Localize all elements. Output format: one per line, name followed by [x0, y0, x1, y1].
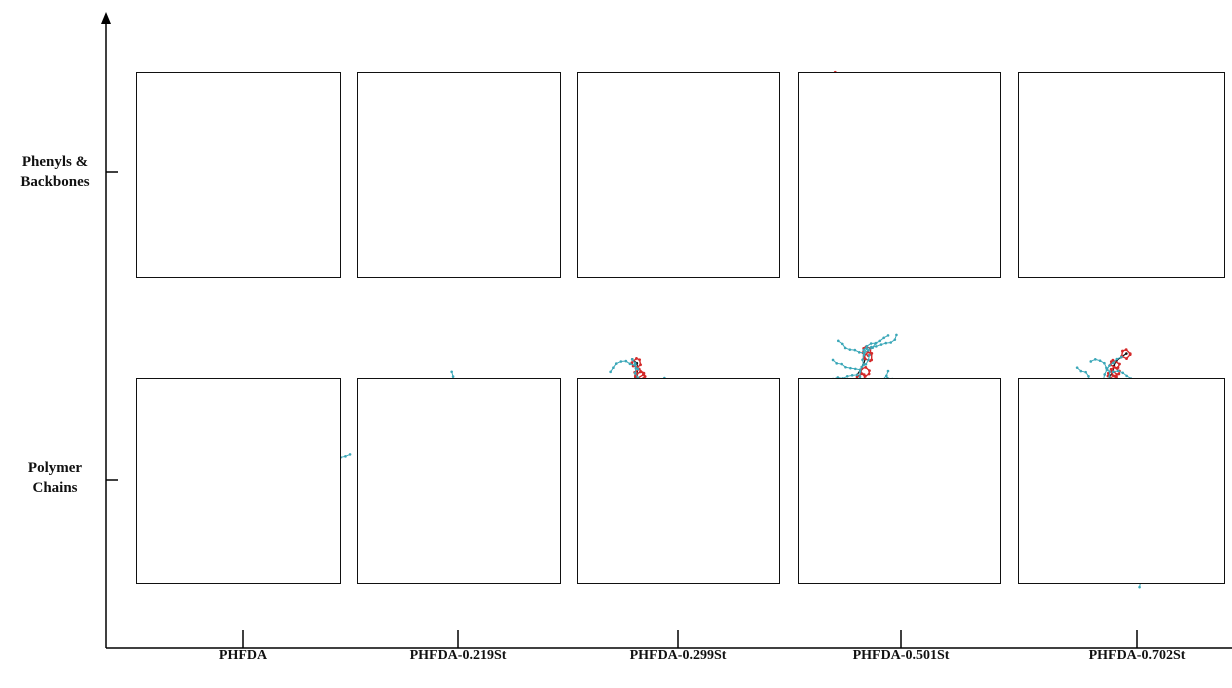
panel-chains-0219st	[357, 378, 561, 584]
col-label-phfda-0501st: PHFDA-0.501St	[852, 648, 950, 663]
panel-phenyls-0702st	[1018, 72, 1225, 278]
panel-phenyls-phfda	[136, 72, 341, 278]
panel-phenyls-0299st	[577, 72, 780, 278]
col-label-phfda-0299st: PHFDA-0.299St	[629, 648, 727, 663]
row-label-polymer-chains: Polymer Chains	[27, 460, 83, 496]
col-label-phfda-0702st: PHFDA-0.702St	[1088, 648, 1186, 663]
col-label-phfda: PHFDA	[218, 648, 268, 663]
panel-chains-0501st	[798, 378, 1001, 584]
panel-chains-0299st	[577, 378, 780, 584]
col-label-phfda-0219st: PHFDA-0.219St	[409, 648, 507, 663]
panel-chains-phfda	[136, 378, 341, 584]
row-label-phenyls-backbones: Phenyls & Backbones	[20, 154, 90, 190]
panel-phenyls-0501st	[798, 72, 1001, 278]
panel-chains-0702st	[1018, 378, 1225, 584]
y-axis-arrow	[101, 12, 111, 24]
panel-phenyls-0219st	[357, 72, 561, 278]
